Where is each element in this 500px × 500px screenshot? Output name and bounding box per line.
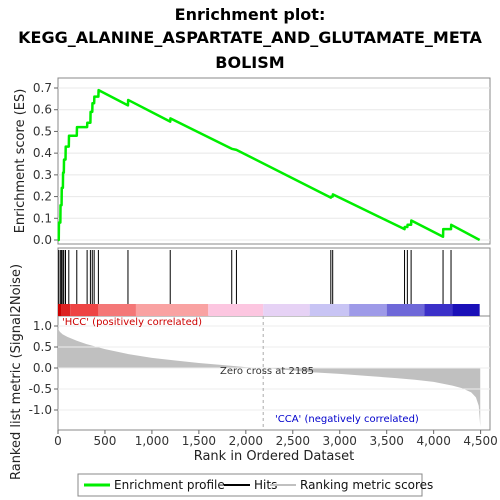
legend-ranking-metric-label: Ranking metric scores <box>300 478 433 492</box>
es-tick-label: 0.5 <box>33 124 52 138</box>
colorbar-segment <box>309 304 350 316</box>
es-tick-label: 0.0 <box>33 233 52 247</box>
x-tick-label: 500 <box>94 434 117 448</box>
rank-colorbar <box>58 304 480 316</box>
colorbar-segment <box>208 304 264 316</box>
enrichment-profile-line <box>57 88 481 242</box>
es-y-axis-label: Enrichment score (ES) <box>13 89 28 234</box>
x-axis: 0 500 1,000 1,500 2,000 2,500 3,000 3,500 4,000 4… <box>54 430 498 448</box>
metric-tick-label: -1.0 <box>29 403 52 417</box>
es-y-axis: 0.0 0.1 0.2 0.3 0.4 0.5 0.6 0.7 <box>33 81 58 247</box>
hit-markers <box>58 250 452 304</box>
colorbar-segment <box>452 304 480 316</box>
enrichment-profile-polyline <box>57 88 481 242</box>
ranked-metric-fill <box>58 326 481 427</box>
es-tick-label: 0.4 <box>33 146 52 160</box>
x-tick-label: 4,000 <box>416 434 450 448</box>
chart-title-line-3: BOLISM <box>215 53 284 72</box>
colorbar-segment <box>58 304 62 316</box>
legend-hits-label: Hits <box>254 478 277 492</box>
colorbar-segment <box>349 304 387 316</box>
es-panel-frame <box>57 77 491 245</box>
x-tick-label: 4,500 <box>463 434 497 448</box>
colorbar-segment <box>386 304 425 316</box>
es-tick-label: 0.2 <box>33 190 52 204</box>
colorbar-segment <box>135 304 209 316</box>
metric-tick-label: -0.5 <box>29 382 52 396</box>
es-tick-label: 0.6 <box>33 103 52 117</box>
x-tick-label: 2,000 <box>229 434 263 448</box>
positive-correlation-label: 'HCC' (positively correlated) <box>62 317 202 328</box>
x-tick-label: 2,500 <box>276 434 310 448</box>
x-tick-label: 1,500 <box>182 434 216 448</box>
legend-enrichment-profile-label: Enrichment profile <box>114 478 225 492</box>
colorbar-segment <box>263 304 310 316</box>
metric-y-axis: 1.0 0.5 0.0 -0.5 -1.0 <box>29 319 490 417</box>
x-tick-label: 3,000 <box>323 434 357 448</box>
chart-title-line-2: KEGG_ALANINE_ASPARTATE_AND_GLUTAMATE_MET… <box>18 28 482 47</box>
colorbar-segment <box>70 304 99 316</box>
x-tick-label: 3,500 <box>370 434 404 448</box>
colorbar-segment <box>61 304 71 316</box>
metric-y-axis-label: Ranked list metric (Signal2Noise) <box>9 264 24 480</box>
x-axis-label: Rank in Ordered Dataset <box>194 449 355 464</box>
metric-tick-label: 1.0 <box>33 319 52 333</box>
zero-cross-label: Zero cross at 2185 <box>220 366 314 377</box>
es-tick-label: 0.3 <box>33 168 52 182</box>
negative-correlation-label: 'CCA' (negatively correlated) <box>275 414 419 425</box>
colorbar-segment <box>424 304 453 316</box>
es-tick-label: 0.7 <box>33 81 52 95</box>
metric-tick-label: 0.5 <box>33 340 52 354</box>
es-tick-label: 0.1 <box>33 211 52 225</box>
metric-tick-label: 0.0 <box>33 361 52 375</box>
es-gridlines <box>58 87 490 241</box>
ranked-metric-area <box>58 326 481 427</box>
x-tick-label: 1,000 <box>135 434 169 448</box>
colorbar-segment <box>98 304 136 316</box>
x-tick-label: 0 <box>54 434 62 448</box>
chart-title-line-1: Enrichment plot: <box>175 5 326 24</box>
